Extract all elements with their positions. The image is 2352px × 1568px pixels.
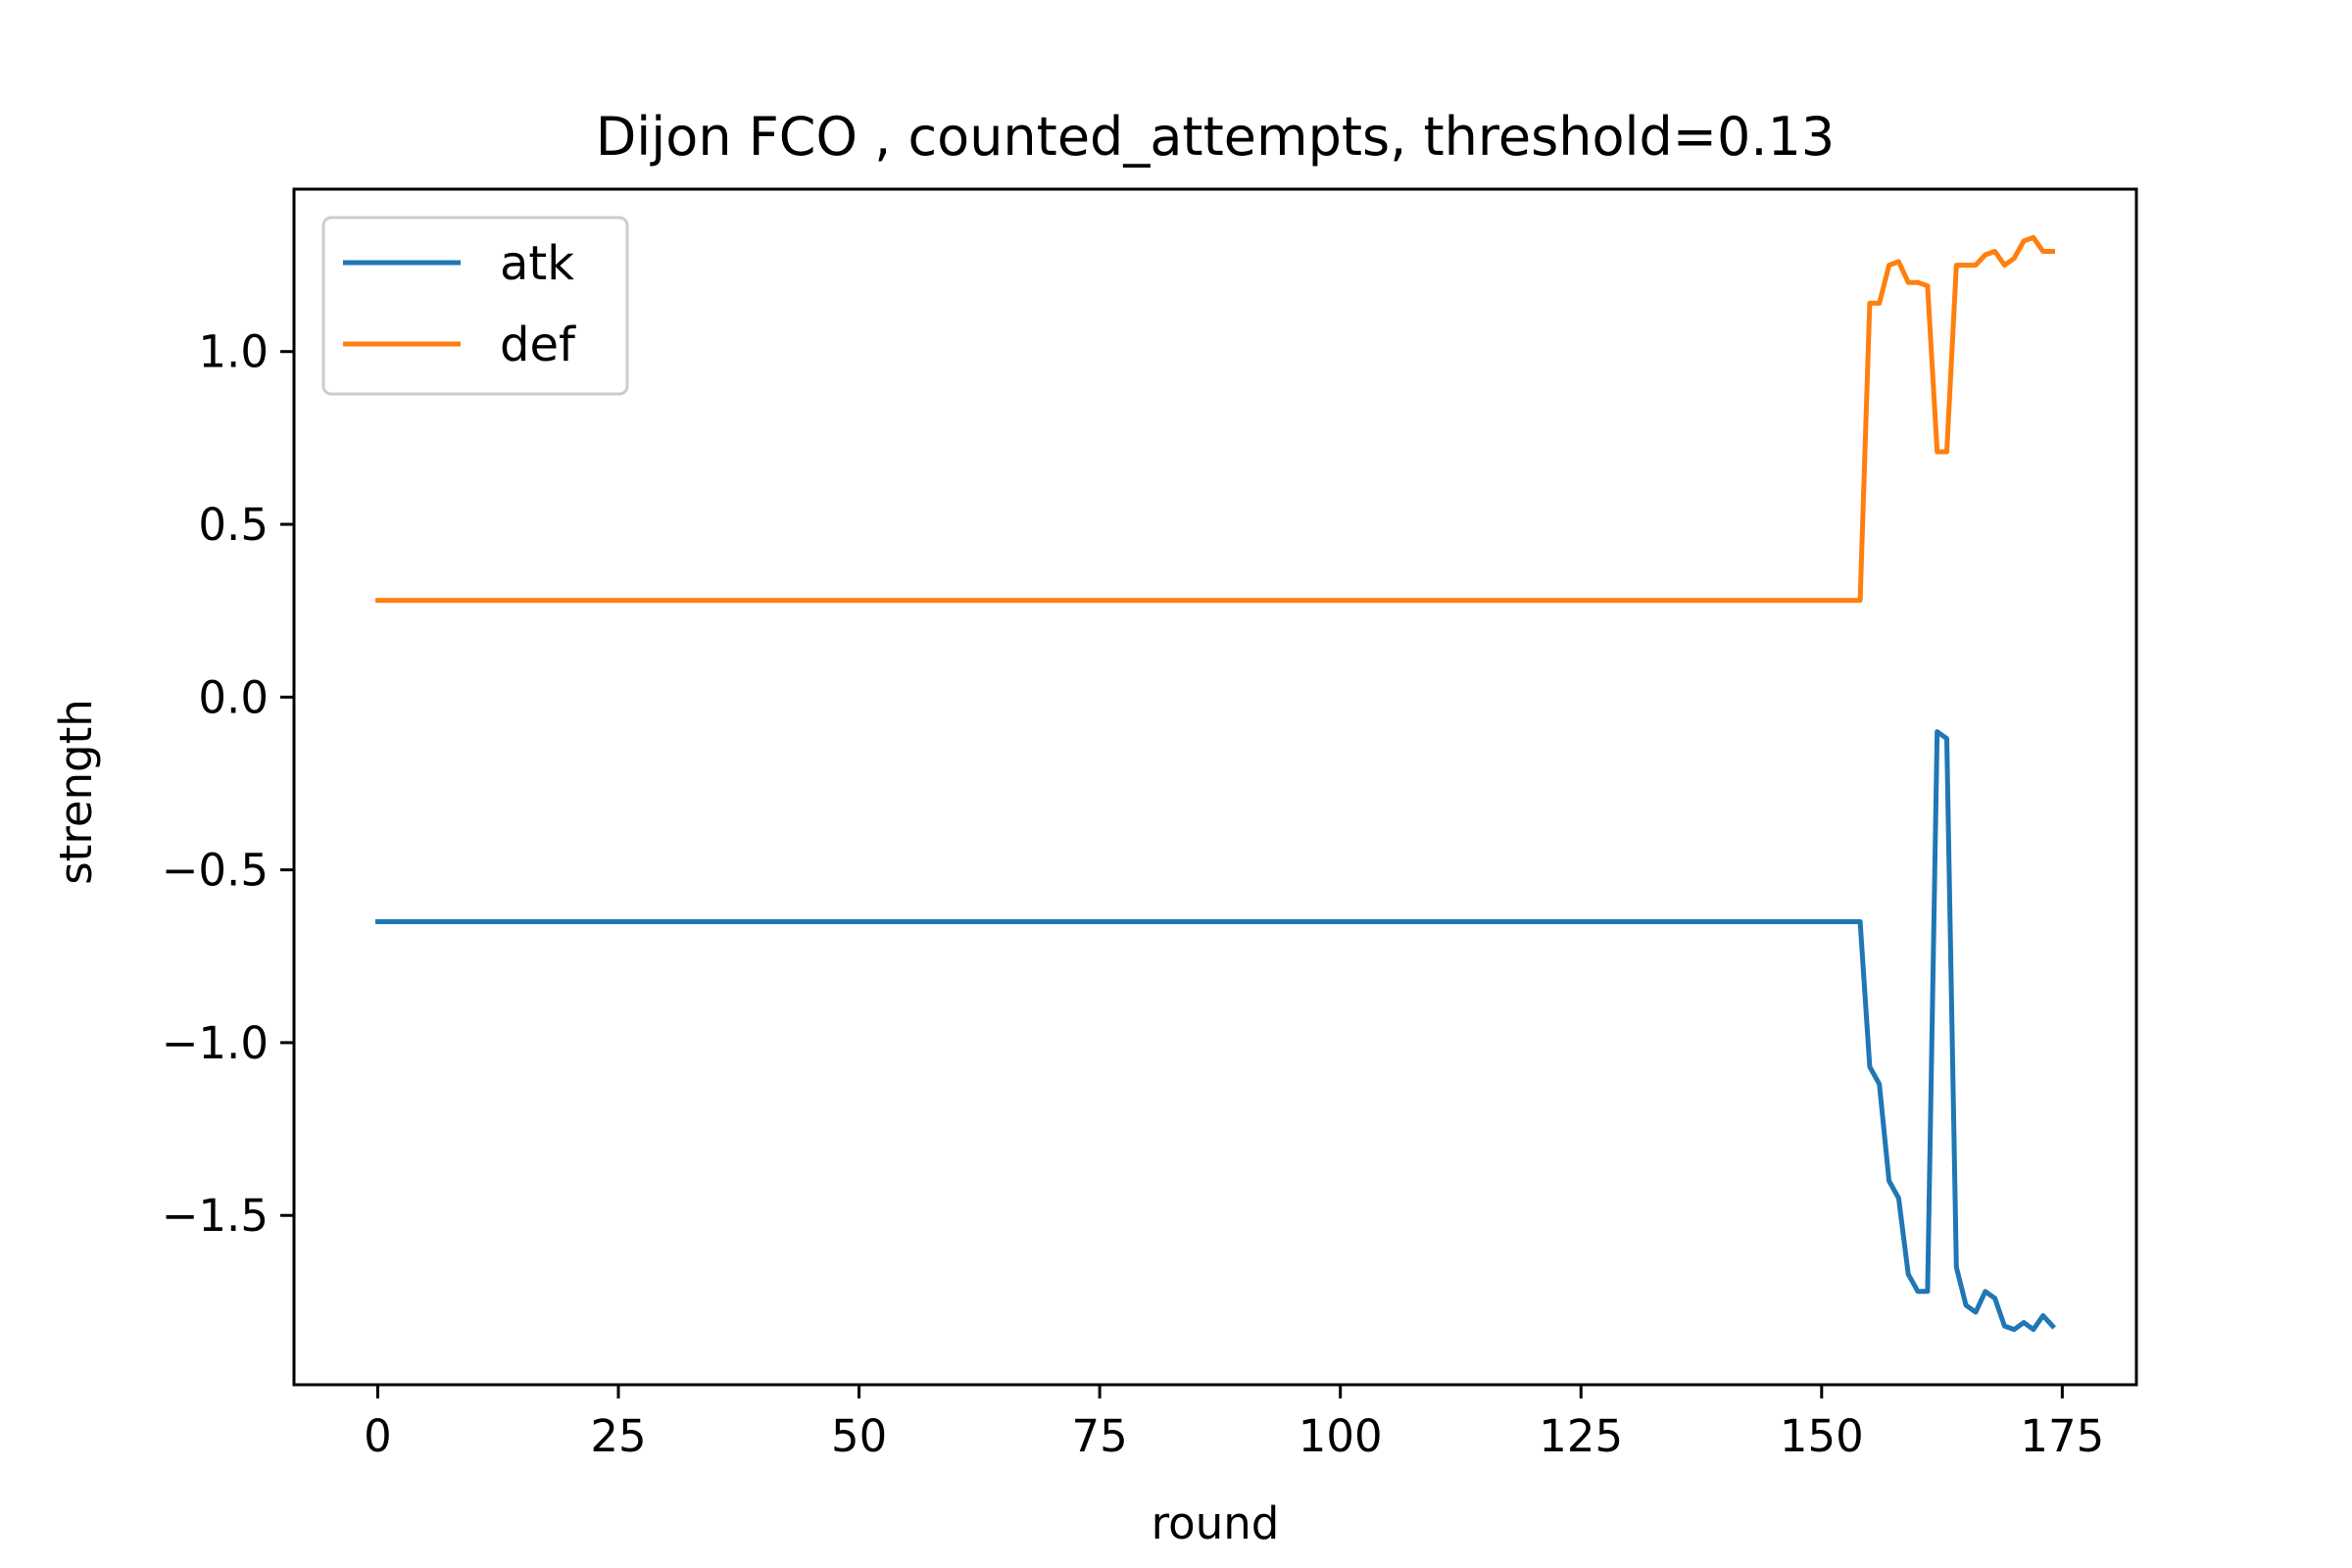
x-tick-label: 75: [1071, 1410, 1127, 1462]
x-tick-label: 50: [831, 1410, 887, 1462]
legend-label-def: def: [500, 318, 576, 372]
x-tick-label: 150: [1780, 1410, 1864, 1462]
y-tick-label: −1.0: [162, 1017, 269, 1069]
x-axis: 0 25 50 75 100 125 150 175: [364, 1385, 2104, 1462]
x-tick-label: 25: [590, 1410, 646, 1462]
x-axis-label: round: [1152, 1497, 1280, 1549]
series-line-atk: [375, 729, 2057, 1333]
y-tick-label: 0.0: [198, 671, 269, 723]
x-tick-label: 125: [1539, 1410, 1623, 1462]
x-tick-label: 0: [364, 1410, 392, 1462]
plot-frame: [292, 187, 2138, 1387]
legend-label-atk: atk: [500, 236, 574, 291]
legend-box: [321, 216, 629, 396]
x-tick-label: 175: [2020, 1410, 2104, 1462]
legend: atk def: [321, 216, 629, 396]
y-tick-label: 1.0: [198, 326, 269, 378]
x-tick-label: 100: [1298, 1410, 1383, 1462]
y-tick-label: −1.5: [162, 1190, 269, 1242]
y-axis: 1.0 0.5 0.0 −0.5 −1.0 −1.5: [162, 326, 294, 1242]
y-tick-label: −0.5: [162, 845, 269, 897]
series-line-def: [375, 234, 2055, 604]
plot-area: [375, 234, 2057, 1333]
y-tick-label: 0.5: [198, 499, 269, 551]
chart-title: Dijon FCO , counted_attempts, threshold=…: [596, 106, 1836, 168]
y-axis-label: strength: [50, 699, 102, 885]
